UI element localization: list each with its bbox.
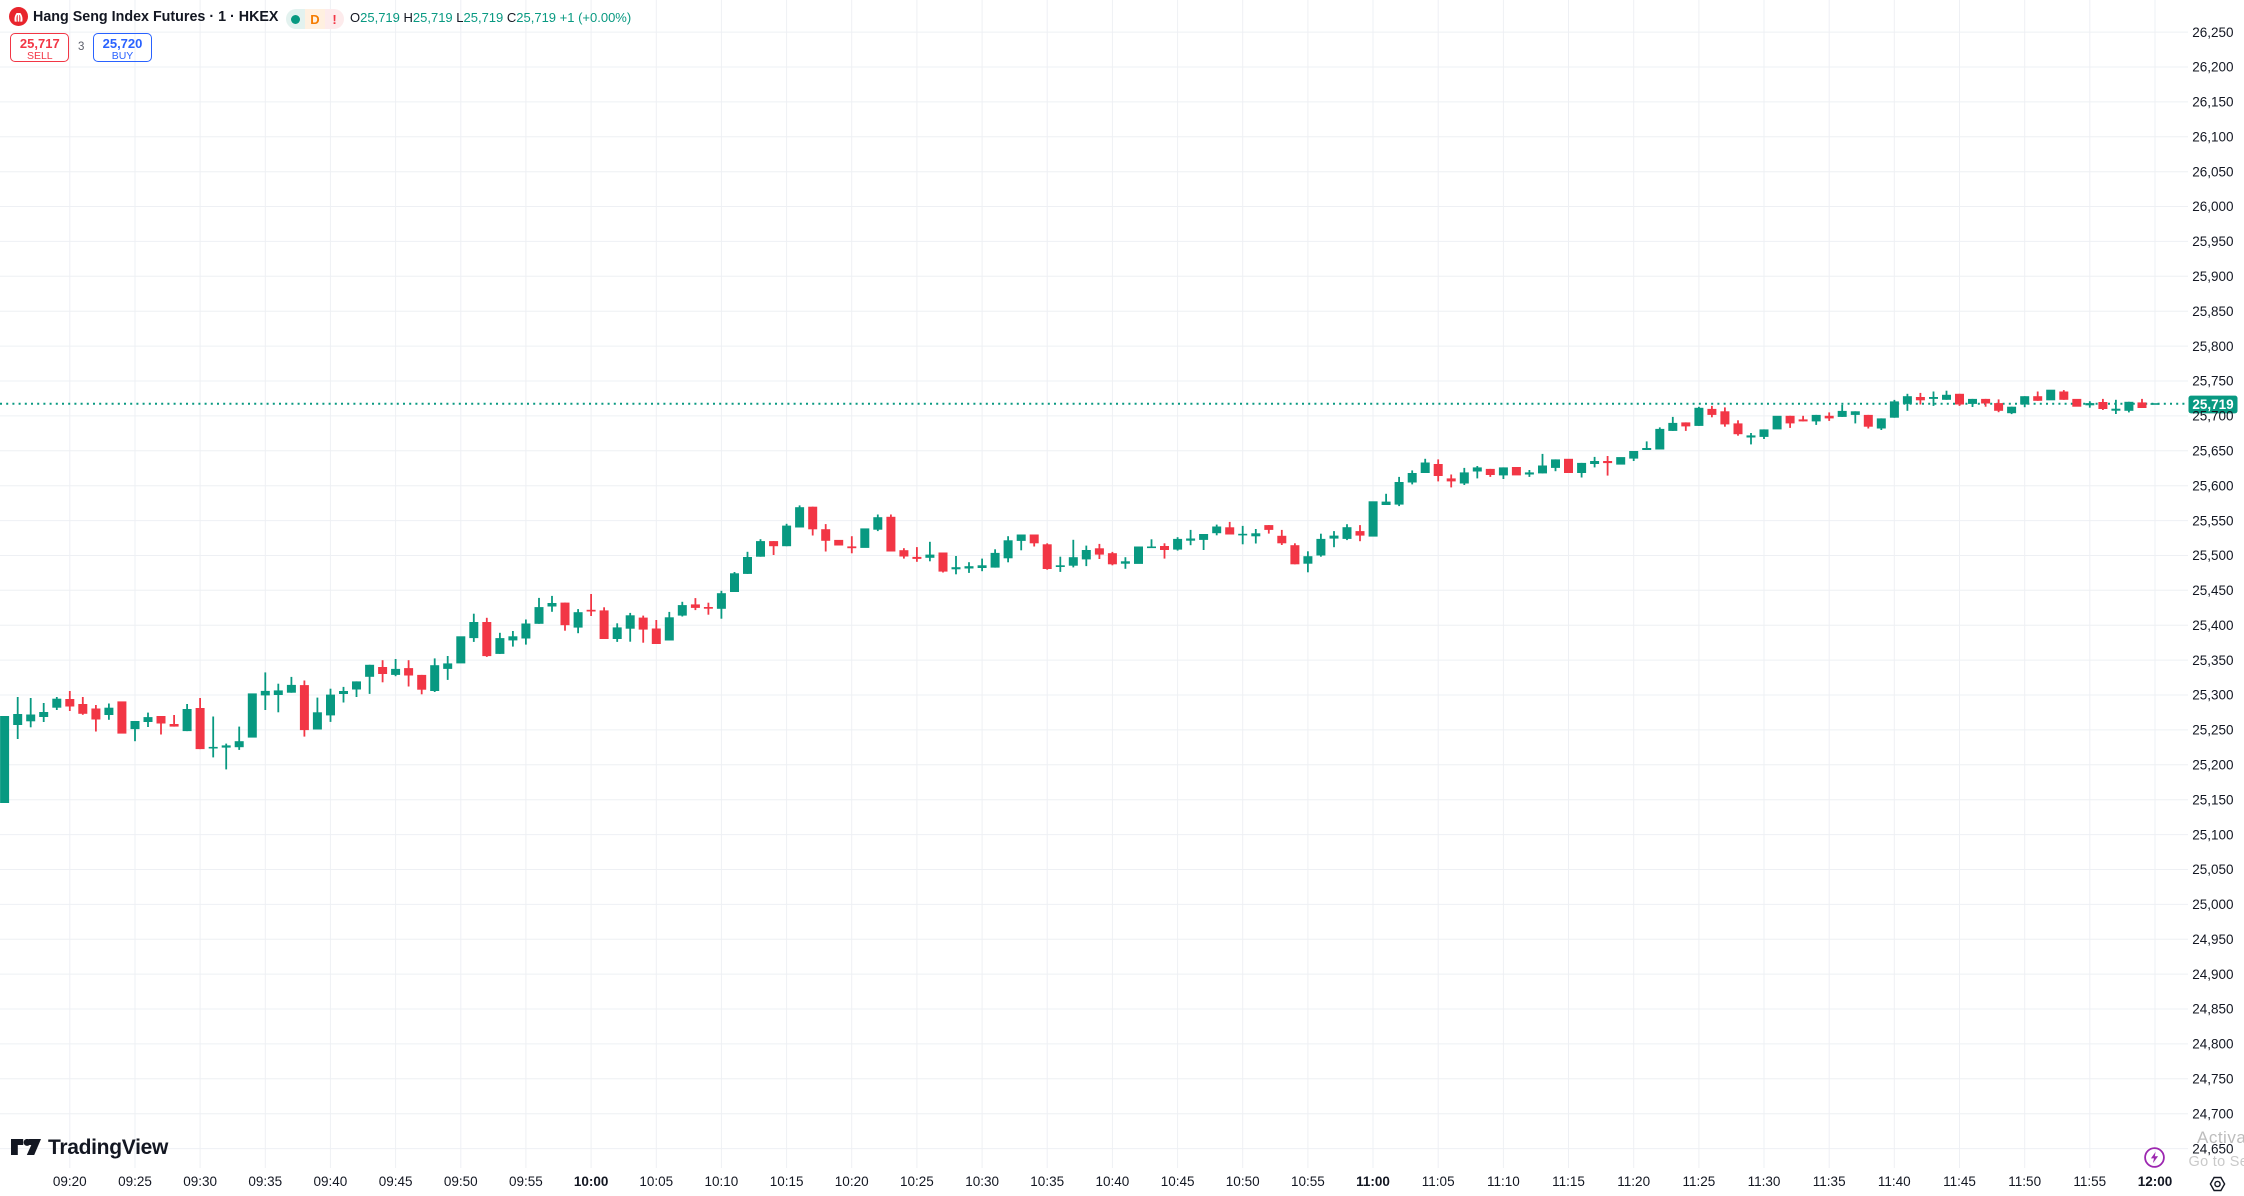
svg-text:25,650: 25,650 <box>2192 444 2233 459</box>
svg-text:26,000: 26,000 <box>2192 199 2233 214</box>
svg-text:09:40: 09:40 <box>314 1174 348 1189</box>
svg-text:10:55: 10:55 <box>1291 1174 1325 1189</box>
svg-text:10:45: 10:45 <box>1161 1174 1195 1189</box>
svg-text:11:15: 11:15 <box>1552 1174 1585 1189</box>
svg-text:11:20: 11:20 <box>1617 1174 1650 1189</box>
svg-text:09:45: 09:45 <box>379 1174 413 1189</box>
svg-text:24,850: 24,850 <box>2192 1002 2233 1017</box>
svg-text:09:50: 09:50 <box>444 1174 478 1189</box>
svg-text:24,900: 24,900 <box>2192 967 2233 982</box>
svg-text:25,350: 25,350 <box>2192 653 2233 668</box>
svg-text:26,100: 26,100 <box>2192 130 2233 145</box>
svg-text:24,950: 24,950 <box>2192 932 2233 947</box>
svg-text:10:15: 10:15 <box>770 1174 804 1189</box>
svg-text:10:35: 10:35 <box>1030 1174 1064 1189</box>
svg-text:25,750: 25,750 <box>2192 374 2233 389</box>
svg-text:11:55: 11:55 <box>2073 1174 2106 1189</box>
svg-text:24,750: 24,750 <box>2192 1072 2233 1087</box>
svg-text:26,050: 26,050 <box>2192 164 2233 179</box>
svg-text:11:30: 11:30 <box>1748 1174 1781 1189</box>
svg-text:25,950: 25,950 <box>2192 234 2233 249</box>
svg-text:10:25: 10:25 <box>900 1174 934 1189</box>
svg-text:11:05: 11:05 <box>1422 1174 1455 1189</box>
svg-text:25,050: 25,050 <box>2192 862 2233 877</box>
svg-text:11:45: 11:45 <box>1943 1174 1976 1189</box>
svg-text:10:40: 10:40 <box>1096 1174 1130 1189</box>
svg-text:25,300: 25,300 <box>2192 688 2233 703</box>
svg-text:11:35: 11:35 <box>1813 1174 1846 1189</box>
svg-text:25,800: 25,800 <box>2192 339 2233 354</box>
svg-text:24,700: 24,700 <box>2192 1106 2233 1121</box>
svg-text:10:20: 10:20 <box>835 1174 869 1189</box>
svg-text:10:50: 10:50 <box>1226 1174 1260 1189</box>
svg-text:25,200: 25,200 <box>2192 758 2233 773</box>
svg-text:10:10: 10:10 <box>705 1174 739 1189</box>
svg-text:25,150: 25,150 <box>2192 792 2233 807</box>
svg-text:26,250: 26,250 <box>2192 25 2233 40</box>
svg-text:11:25: 11:25 <box>1683 1174 1716 1189</box>
svg-text:11:50: 11:50 <box>2008 1174 2041 1189</box>
svg-text:10:05: 10:05 <box>639 1174 673 1189</box>
svg-text:24,650: 24,650 <box>2192 1141 2233 1156</box>
svg-text:25,450: 25,450 <box>2192 583 2233 598</box>
svg-text:24,800: 24,800 <box>2192 1037 2233 1052</box>
svg-text:11:00: 11:00 <box>1356 1174 1390 1189</box>
svg-text:25,000: 25,000 <box>2192 897 2233 912</box>
svg-text:25,250: 25,250 <box>2192 723 2233 738</box>
svg-text:25,719: 25,719 <box>2192 397 2233 412</box>
svg-text:25,900: 25,900 <box>2192 269 2233 284</box>
svg-text:09:25: 09:25 <box>118 1174 152 1189</box>
svg-text:09:20: 09:20 <box>53 1174 87 1189</box>
svg-text:25,100: 25,100 <box>2192 827 2233 842</box>
svg-text:25,600: 25,600 <box>2192 478 2233 493</box>
svg-text:25,500: 25,500 <box>2192 548 2233 563</box>
svg-text:10:00: 10:00 <box>574 1174 609 1189</box>
svg-text:25,550: 25,550 <box>2192 513 2233 528</box>
svg-text:11:40: 11:40 <box>1878 1174 1911 1189</box>
svg-text:26,150: 26,150 <box>2192 95 2233 110</box>
svg-text:25,400: 25,400 <box>2192 618 2233 633</box>
svg-text:09:30: 09:30 <box>183 1174 217 1189</box>
svg-text:09:55: 09:55 <box>509 1174 543 1189</box>
svg-text:10:30: 10:30 <box>965 1174 999 1189</box>
svg-text:12:00: 12:00 <box>2138 1174 2173 1189</box>
svg-text:25,850: 25,850 <box>2192 304 2233 319</box>
svg-text:11:10: 11:10 <box>1487 1174 1520 1189</box>
svg-text:25,700: 25,700 <box>2192 409 2233 424</box>
svg-text:09:35: 09:35 <box>248 1174 282 1189</box>
svg-text:26,200: 26,200 <box>2192 60 2233 75</box>
